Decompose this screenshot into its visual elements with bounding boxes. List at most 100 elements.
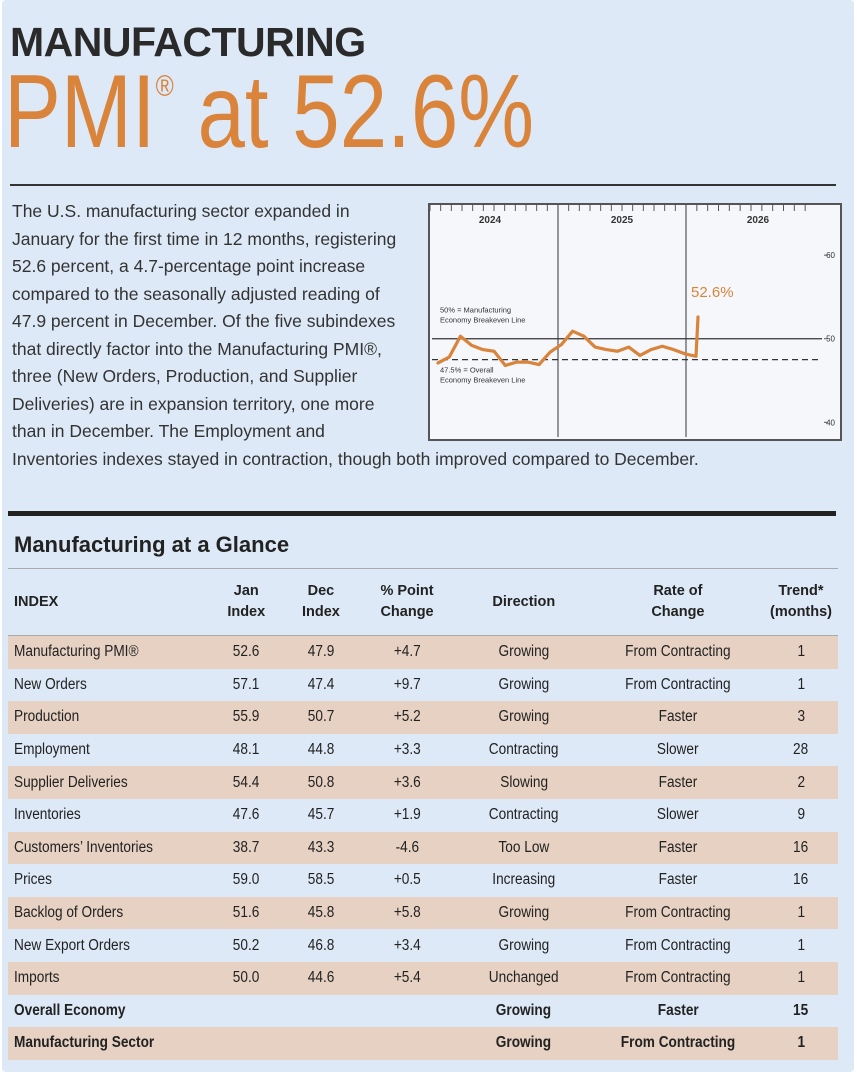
cell-direction: Contracting [455,798,592,832]
cell-name-text: Backlog of Orders [14,904,124,922]
table-header-row: INDEX Jan Index Dec Index % Point Change Di… [8,568,838,636]
chart-frame [428,203,842,441]
col-jan-line1: Jan [233,583,259,599]
glance-title: Manufacturing at a Glance [14,532,290,557]
cell-dec-text: 45.8 [307,904,335,922]
cell-name-text: Supplier Deliveries [14,773,128,791]
cell-trend-text: 28 [793,741,809,759]
cell-change: +5.2 [358,701,456,734]
table-row: New Export Orders 50.2 46.8 +3.4 Growing From… [8,929,838,962]
cell-jan-text: 48.1 [232,741,260,759]
cell-trend: 2 [763,766,838,799]
pmi-line-chart: 2024 2025 2026 60 50 40 50% = Manufacturing Eco… [428,203,842,441]
cell-rate-text: Faster [658,871,698,889]
cell-rate: From Contracting [591,929,764,962]
cell-name: Customers’ Inventories [8,831,209,865]
cell-direction-text: Growing [498,904,550,922]
cell-dec [283,1027,359,1060]
cell-rate: Faster [591,831,764,865]
cell-change-text: +0.5 [393,871,421,889]
col-index: INDEX [8,568,209,636]
cell-jan: 38.7 [208,831,284,865]
cell-change-text: +5.8 [393,904,421,922]
cell-direction: Contracting [455,733,592,767]
y-tick-label: 50 [826,335,835,344]
cell-jan-text: 57.1 [232,675,260,693]
cell-direction-text: Contracting [488,741,559,759]
headline-pmi-value: at 52.6% [173,54,535,170]
cell-name: New Export Orders [8,929,209,962]
cell-name: New Orders [8,668,209,702]
cell-jan-text: 51.6 [232,904,260,922]
cell-jan-text: 50.0 [232,969,260,987]
cell-name: Employment [8,733,209,767]
cell-rate: From Contracting [591,635,764,669]
cell-direction: Growing [455,994,592,1028]
cell-name-text: Production [14,708,80,726]
headline-pmi-label: PMI [4,54,156,170]
cell-direction: Too Low [455,831,592,865]
cell-trend: 1 [763,961,838,995]
cell-dec: 47.4 [283,668,359,702]
cell-trend-text: 3 [797,708,805,726]
cell-rate-text: From Contracting [625,643,731,661]
cell-rate: Faster [591,766,764,799]
cell-direction: Slowing [455,766,592,799]
cell-rate: Faster [591,864,764,897]
cell-trend-text: 1 [797,1034,805,1052]
cell-change: +1.9 [358,798,456,832]
cell-rate-text: Slower [657,741,699,759]
cell-jan: 59.0 [208,864,284,897]
cell-name: Prices [8,864,209,897]
cell-rate-text: Slower [657,806,699,824]
cell-rate: Slower [591,798,764,832]
cell-rate: Faster [591,701,764,734]
cell-jan-text: 54.4 [232,773,260,791]
cell-direction-text: Unchanged [488,969,559,987]
table-row: Employment 48.1 44.8 +3.3 Contracting Slower 2… [8,733,838,767]
cell-rate: From Contracting [591,668,764,702]
cell-jan-text: 47.6 [232,806,260,824]
cell-direction: Growing [455,701,592,734]
cell-jan: 50.0 [208,961,284,995]
col-direction: Direction [455,568,592,636]
cell-rate-text: Faster [658,708,698,726]
cell-dec-text: 47.9 [307,643,335,661]
table-row: Customers’ Inventories 38.7 43.3 -4.6 Too Lo… [8,831,838,865]
cell-jan [208,994,284,1028]
top-rule [10,184,836,186]
cell-dec: 50.7 [283,701,359,734]
cell-dec: 44.6 [283,961,359,995]
cell-rate-text: From Contracting [625,969,731,987]
cell-dec: 45.8 [283,896,359,930]
cell-dec: 46.8 [283,929,359,962]
breakeven-label-overall-line1: 47.5% = Overall [440,366,494,375]
cell-direction-text: Growing [498,708,550,726]
x-tick-label: 2026 [747,215,770,226]
cell-name-text: Overall Economy [14,1001,126,1019]
cell-direction: Growing [455,929,592,962]
cell-name: Production [8,701,209,734]
breakeven-label-overall-line2: Economy Breakeven Line [440,376,525,385]
col-jan: Jan Index [208,568,284,636]
cell-trend-text: 1 [797,904,805,922]
cell-rate: Faster [591,994,764,1028]
table-row: Supplier Deliveries 54.4 50.8 +3.6 Slowing Fa… [8,766,838,799]
cell-name-text: New Export Orders [14,936,130,954]
cell-trend: 16 [763,831,838,865]
col-rate: Rate of Change [591,568,764,636]
cell-dec: 50.8 [283,766,359,799]
col-trend-line2: (months) [769,604,832,620]
cell-rate-text: Faster [658,838,698,856]
cell-trend: 16 [763,864,838,897]
cell-direction-text: Increasing [492,871,556,889]
cell-jan: 54.4 [208,766,284,799]
cell-trend-text: 1 [797,936,805,954]
cell-rate: From Contracting [591,1027,764,1060]
cell-trend: 1 [763,635,838,669]
cell-direction-text: Growing [498,643,550,661]
cell-change-text: +3.6 [393,773,421,791]
cell-trend-text: 1 [797,969,805,987]
